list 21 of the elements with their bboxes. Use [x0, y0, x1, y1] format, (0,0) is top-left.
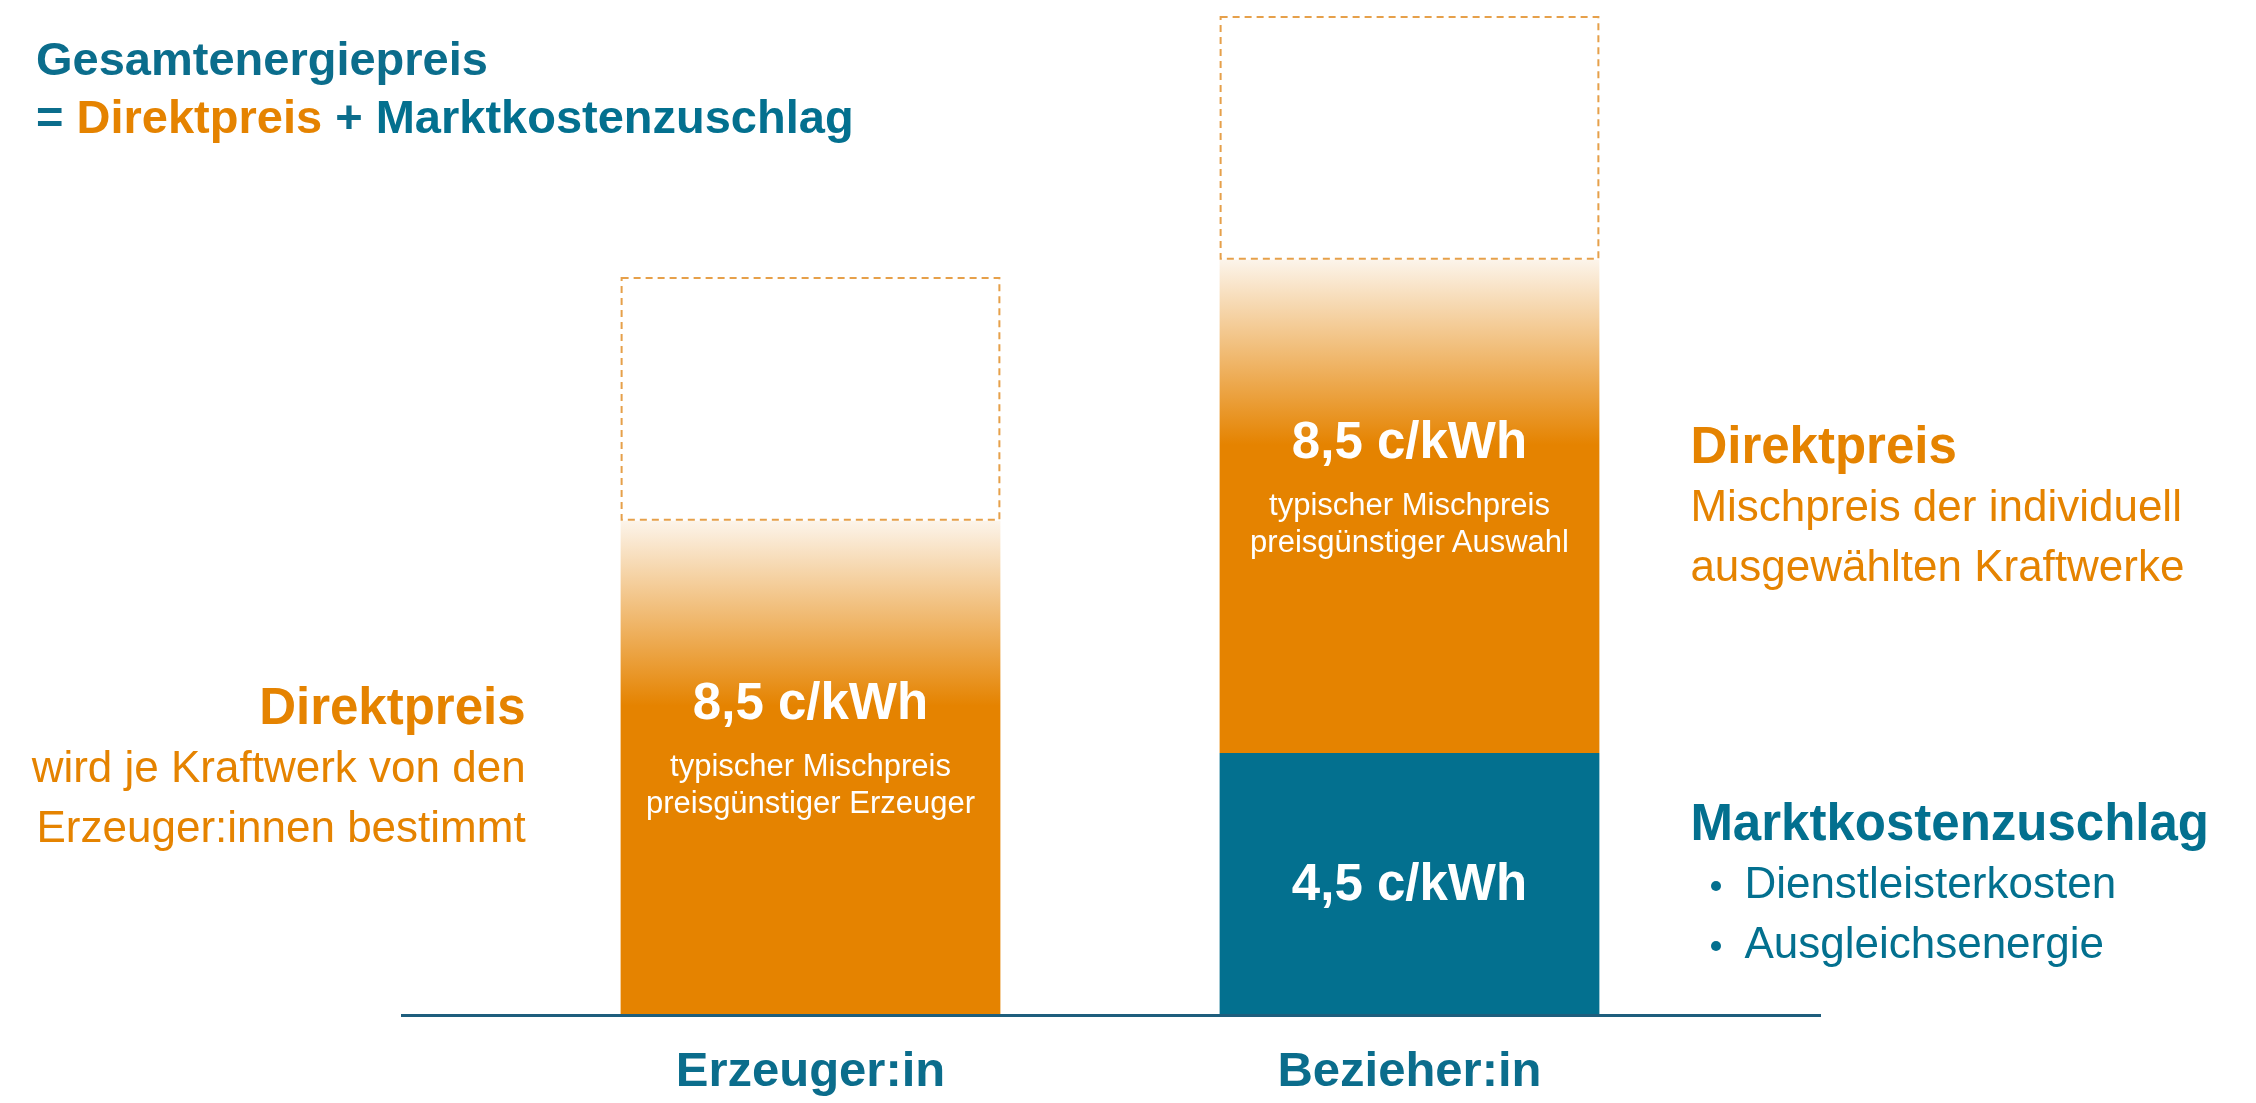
series-label: Direktpreis	[1690, 417, 1957, 475]
annotation: Mischpreis der individuell ausgewählten Kraftwerke	[1690, 481, 2185, 591]
data-label: 8,5 c/kWh	[692, 673, 929, 731]
bar	[620, 277, 1001, 521]
annotation: Ausgleichsenergie	[1744, 918, 2104, 968]
bar	[1219, 16, 1600, 260]
data-label: 8,5 c/kWh	[1291, 412, 1528, 470]
bar	[1219, 259, 1600, 753]
chart-title: Gesamtenergiepreis	[36, 32, 488, 85]
series-label: Marktkostenzuschlag	[1690, 794, 2210, 852]
text: = Direktpreis + Marktkostenzuschlag	[36, 90, 854, 143]
annotation: Dienstleisterkosten	[1744, 858, 2117, 908]
bar	[620, 520, 1001, 1014]
bar	[1219, 752, 1600, 1014]
annotation: wird je Kraftwerk von den Erzeuger:innen bestimmt	[31, 742, 526, 852]
annotation: typischer Mischpreis preisgünstiger Erzeuger	[645, 748, 976, 821]
annotation: typischer Mischpreis preisgünstiger Auswahl	[1250, 487, 1569, 560]
data-label: 4,5 c/kWh	[1291, 854, 1528, 912]
x-tick-label: Bezieher:in	[1277, 1041, 1542, 1096]
text: Direktpreis	[259, 678, 526, 736]
x-tick-label: Erzeuger:in	[675, 1041, 946, 1096]
